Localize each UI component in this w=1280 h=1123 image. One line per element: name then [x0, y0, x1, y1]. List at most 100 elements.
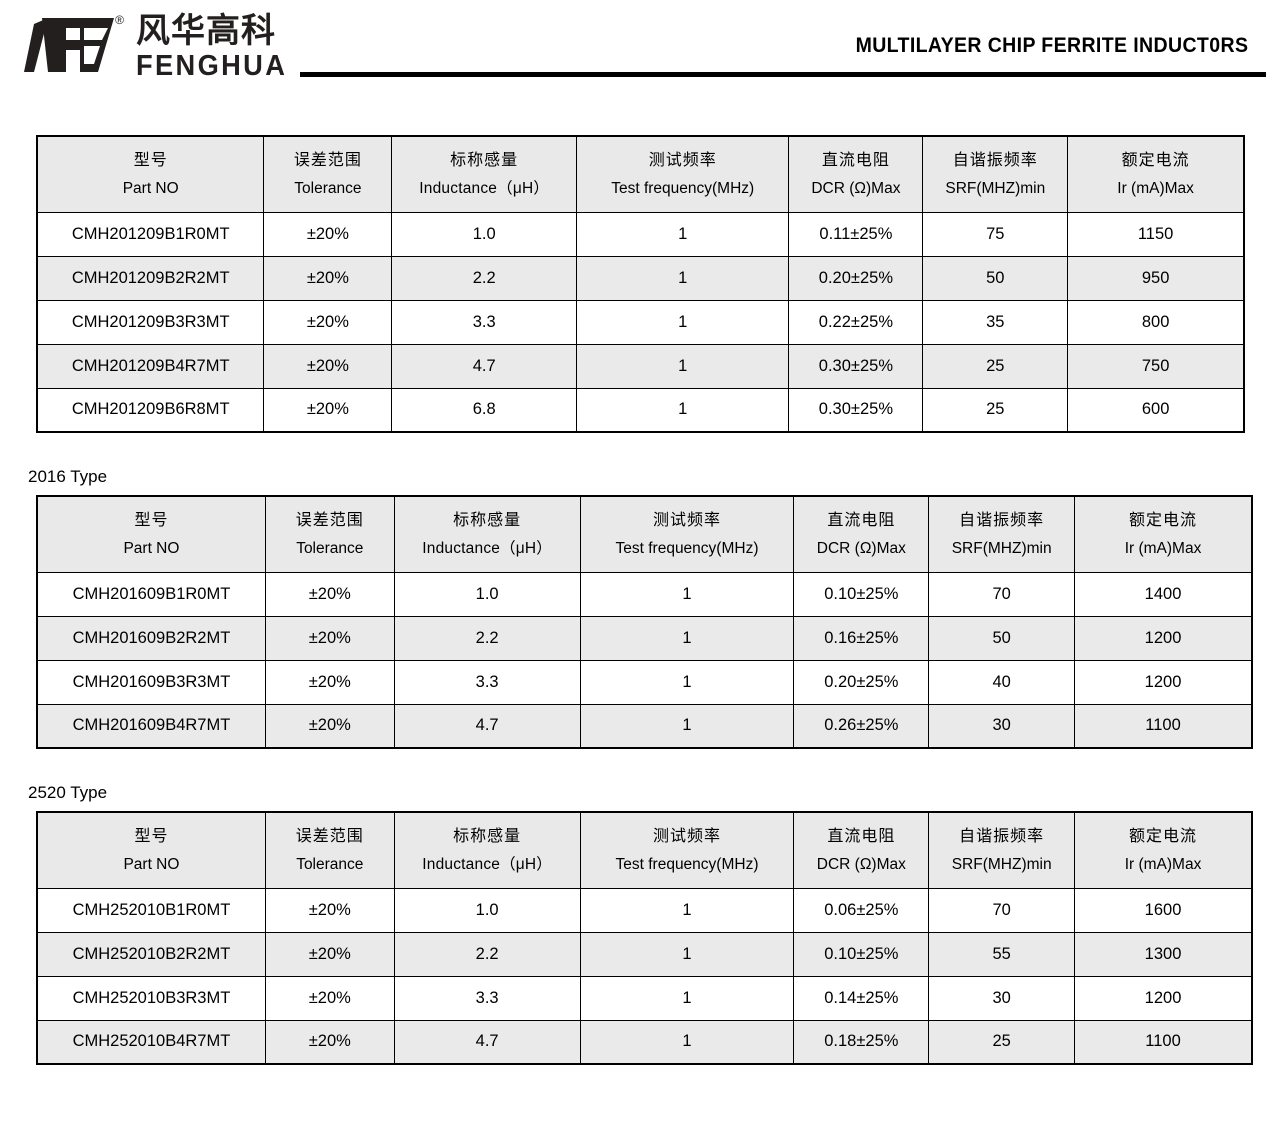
type-label-2520: 2520 Type — [28, 783, 108, 802]
cell-dcr: 0.16±25% — [793, 615, 930, 661]
cell-inductance: 4.7 — [391, 343, 577, 389]
cell-part-no: CMH252010B2R2MT — [36, 931, 266, 977]
cell-tolerance: ±20% — [264, 1019, 395, 1065]
column-header-cn: 型号 — [133, 149, 168, 169]
cell-part-no: CMH201209B2R2MT — [36, 255, 265, 301]
cell-rated-current: 1300 — [1074, 931, 1253, 977]
column-header-part-no: 型号 Part NO — [36, 811, 266, 889]
column-header-srf: 自谐振频率 SRF(MHZ)min — [928, 495, 1076, 573]
column-header-en: Part NO — [123, 856, 180, 874]
cell-test-frequency: 1 — [579, 1019, 795, 1065]
brand-logo-block: ® 风华高科 FENGHUA — [22, 11, 297, 81]
cell-dcr: 0.26±25% — [793, 703, 930, 749]
column-header-srf: 自谐振频率 SRF(MHZ)min — [928, 811, 1076, 889]
cell-dcr: 0.18±25% — [793, 1019, 930, 1065]
cell-tolerance: ±20% — [264, 887, 395, 933]
column-header-cn: 标称感量 — [453, 825, 522, 845]
column-header-srf: 自谐振频率 SRF(MHZ)min — [922, 135, 1069, 213]
cell-rated-current: 1200 — [1074, 975, 1253, 1021]
page-title: MULTILAYER CHIP FERRITE INDUCT0RS — [855, 34, 1248, 57]
cell-srf: 30 — [928, 975, 1076, 1021]
cell-part-no: CMH201209B3R3MT — [36, 299, 265, 345]
column-header-en: DCR (Ω)Max — [816, 856, 906, 874]
cell-dcr: 0.30±25% — [788, 387, 924, 433]
cell-inductance: 3.3 — [393, 659, 581, 705]
cell-srf: 75 — [922, 211, 1069, 257]
column-header-cn: 自谐振频率 — [959, 509, 1045, 529]
cell-dcr: 0.22±25% — [788, 299, 924, 345]
cell-tolerance: ±20% — [264, 703, 395, 749]
cell-inductance: 4.7 — [393, 703, 581, 749]
cell-inductance: 3.3 — [393, 975, 581, 1021]
cell-srf: 50 — [928, 615, 1076, 661]
section-spacer — [0, 749, 1280, 783]
column-header-en: SRF(MHZ)min — [951, 856, 1052, 874]
cell-tolerance: ±20% — [264, 571, 395, 617]
cell-tolerance: ±20% — [264, 659, 395, 705]
cell-test-frequency: 1 — [579, 703, 795, 749]
cell-srf: 40 — [928, 659, 1076, 705]
cell-dcr: 0.06±25% — [793, 887, 930, 933]
column-header-cn: 额定电流 — [1121, 149, 1190, 169]
cell-rated-current: 1100 — [1074, 1019, 1253, 1065]
cell-dcr: 0.30±25% — [788, 343, 924, 389]
cell-tolerance: ±20% — [263, 299, 393, 345]
cell-test-frequency: 1 — [579, 887, 795, 933]
cell-dcr: 0.20±25% — [793, 659, 930, 705]
column-header-en: Inductance（μH） — [419, 180, 550, 198]
spec-table-1-body: CMH201209B1R0MT ±20% 1.0 1 0.11±25% 75 1150 CMH… — [36, 211, 1245, 433]
column-header-cn: 测试频率 — [648, 149, 717, 169]
column-header-tolerance: 误差范围 Tolerance — [264, 495, 395, 573]
table-row: CMH252010B4R7MT ±20% 4.7 1 0.18±25% 25 1100 — [36, 1019, 1253, 1065]
column-header-dcr: 直流电阻 DCR (Ω)Max — [793, 495, 930, 573]
cell-test-frequency: 1 — [575, 255, 790, 301]
column-header-en: Inductance（μH） — [422, 540, 553, 558]
column-header-cn: 自谐振频率 — [959, 825, 1045, 845]
column-header-dcr: 直流电阻 DCR (Ω)Max — [788, 135, 924, 213]
table-header-row: 型号 Part NO 误差范围 Tolerance 标称感量 Inductanc… — [36, 135, 1245, 213]
column-header-en: Ir (mA)Max — [1117, 180, 1194, 198]
column-header-part-no: 型号 Part NO — [36, 495, 266, 573]
cell-srf: 70 — [928, 887, 1076, 933]
cell-rated-current: 1600 — [1074, 887, 1253, 933]
spec-table-3: 型号 Part NO 误差范围 Tolerance 标称感量 Inductanc… — [36, 811, 1253, 1065]
cell-part-no: CMH252010B3R3MT — [36, 975, 266, 1021]
cell-test-frequency: 1 — [575, 387, 790, 433]
cell-inductance: 1.0 — [391, 211, 577, 257]
column-header-rated-current: 额定电流 Ir (mA)Max — [1067, 135, 1245, 213]
column-header-cn: 测试频率 — [652, 509, 721, 529]
cell-part-no: CMH201209B4R7MT — [36, 343, 265, 389]
column-header-en: Test frequency(MHz) — [615, 540, 759, 558]
cell-srf: 25 — [922, 387, 1069, 433]
cell-test-frequency: 1 — [579, 659, 795, 705]
cell-dcr: 0.10±25% — [793, 931, 930, 977]
spec-table-2-wrapper: 型号 Part NO 误差范围 Tolerance 标称感量 Inductanc… — [36, 495, 1253, 749]
spec-table-1-wrapper: 型号 Part NO 误差范围 Tolerance 标称感量 Inductanc… — [36, 135, 1245, 433]
cell-inductance: 4.7 — [393, 1019, 581, 1065]
column-header-cn: 误差范围 — [295, 825, 364, 845]
column-header-en: Tolerance — [296, 856, 364, 874]
column-header-cn: 直流电阻 — [821, 149, 890, 169]
section-spacer — [0, 433, 1280, 467]
column-header-rated-current: 额定电流 Ir (mA)Max — [1074, 811, 1253, 889]
spec-table-2: 型号 Part NO 误差范围 Tolerance 标称感量 Inductanc… — [36, 495, 1253, 749]
column-header-cn: 自谐振频率 — [952, 149, 1038, 169]
type-label-2016: 2016 Type — [28, 467, 108, 486]
cell-tolerance: ±20% — [263, 211, 393, 257]
cell-srf: 55 — [928, 931, 1076, 977]
column-header-part-no: 型号 Part NO — [36, 135, 265, 213]
cell-part-no: CMH252010B4R7MT — [36, 1019, 266, 1065]
cell-rated-current: 950 — [1067, 255, 1245, 301]
column-header-en: Tolerance — [296, 540, 364, 558]
column-header-tolerance: 误差范围 Tolerance — [263, 135, 393, 213]
column-header-en: DCR (Ω)Max — [816, 540, 906, 558]
cell-test-frequency: 1 — [579, 931, 795, 977]
column-header-inductance: 标称感量 Inductance（μH） — [393, 811, 581, 889]
spec-table-3-wrapper: 型号 Part NO 误差范围 Tolerance 标称感量 Inductanc… — [36, 811, 1253, 1065]
cell-dcr: 0.20±25% — [788, 255, 924, 301]
cell-tolerance: ±20% — [264, 931, 395, 977]
column-header-cn: 标称感量 — [450, 149, 519, 169]
table-row: CMH201609B1R0MT ±20% 1.0 1 0.10±25% 70 1400 — [36, 571, 1253, 617]
cell-srf: 25 — [922, 343, 1069, 389]
brand-name-chinese: 风华高科 — [136, 11, 276, 51]
